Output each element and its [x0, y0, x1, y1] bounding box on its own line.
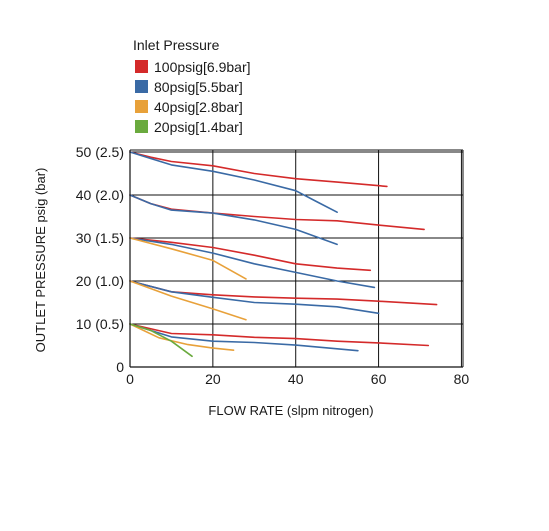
legend-swatch — [135, 80, 148, 93]
legend-swatch — [135, 120, 148, 133]
x-axis-ticks: 0 20 40 60 80 — [126, 371, 469, 387]
x-tick-label: 0 — [126, 371, 134, 387]
series-line-40psig-20 — [129, 280, 247, 321]
plot-frame — [129, 149, 464, 368]
legend-title: Inlet Pressure — [133, 37, 220, 53]
y-tick-label: 30 (1.5) — [76, 230, 124, 246]
x-tick-label: 40 — [288, 371, 304, 387]
series-line-100psig-10 — [129, 323, 430, 347]
legend-label: 100psig[6.9bar] — [154, 59, 251, 75]
series-line-40psig-10 — [129, 323, 235, 352]
x-axis-title: FLOW RATE (slpm nitrogen) — [208, 403, 373, 418]
y-axis-title: OUTLET PRESSURE psig (bar) — [33, 168, 48, 353]
y-tick-label: 40 (2.0) — [76, 187, 124, 203]
y-tick-label: 20 (1.0) — [76, 273, 124, 289]
series-line-80psig-10 — [129, 323, 359, 352]
legend-swatch — [135, 100, 148, 113]
legend: Inlet Pressure 100psig[6.9bar] 80psig[5.5… — [133, 37, 251, 135]
grid — [130, 150, 463, 367]
y-tick-label: 10 (0.5) — [76, 316, 124, 332]
legend-label: 20psig[1.4bar] — [154, 119, 243, 135]
y-axis-ticks: 0 10 (0.5) 20 (1.0) 30 (1.5) 40 (2.0) 50 (2.5… — [76, 144, 124, 375]
series-line-80psig-20 — [129, 280, 380, 315]
series-line-20psig-10 — [129, 323, 193, 358]
x-tick-label: 80 — [454, 371, 470, 387]
legend-label: 40psig[2.8bar] — [154, 99, 243, 115]
x-tick-label: 60 — [371, 371, 387, 387]
legend-swatch — [135, 60, 148, 73]
legend-label: 80psig[5.5bar] — [154, 79, 243, 95]
series-line-80psig-40 — [129, 194, 338, 246]
y-tick-label: 50 (2.5) — [76, 144, 124, 160]
series-line-100psig-30 — [129, 237, 372, 272]
x-tick-label: 20 — [205, 371, 221, 387]
series-line-80psig-50 — [129, 151, 338, 213]
plot-lines — [129, 151, 438, 358]
series-line-100psig-50 — [129, 151, 388, 188]
series-line-100psig-40 — [129, 194, 425, 231]
series-line-40psig-30 — [129, 237, 247, 280]
y-tick-label: 0 — [116, 359, 124, 375]
series-line-80psig-30 — [129, 237, 376, 289]
